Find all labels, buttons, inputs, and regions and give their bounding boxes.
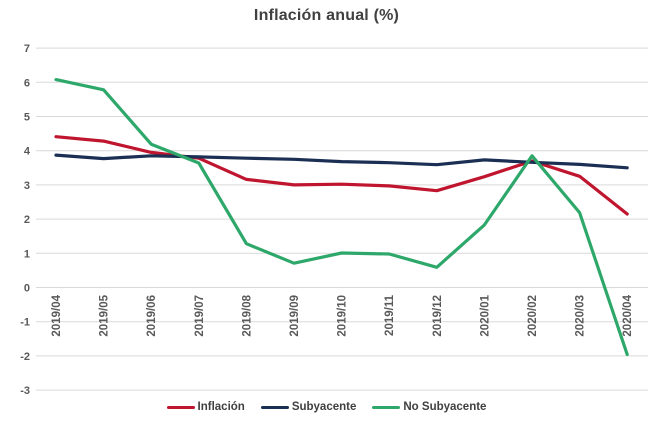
x-tick-label: 2019/05 [99,294,111,336]
x-tick-label: 2020/04 [622,294,634,336]
x-tick-label: 2019/08 [241,294,253,336]
y-tick-label: -1 [20,317,30,329]
x-tick-label: 2019/07 [194,295,206,337]
y-tick-label: 2 [24,214,30,226]
legend-item-subyacente: Subyacente [260,401,357,413]
x-tick-label: 2019/09 [289,295,301,337]
x-tick-label: 2019/06 [146,295,158,337]
x-tick-label: 2019/10 [337,295,349,337]
y-tick-label: -2 [20,351,30,363]
chart-title: Inflación anual (%) [253,7,400,24]
legend-label-inflacion: Inflación [197,401,245,413]
legend-label-subyacente: Subyacente [291,401,357,413]
inflacion-line-swatch-icon [166,405,195,409]
x-tick-label: 2020/02 [527,295,539,337]
y-tick-label: 4 [24,146,31,158]
y-tick-label: 5 [24,112,30,124]
legend-label-no-subyacente: No Subyacente [403,401,487,413]
legend: Inflación Subyacente No Subyacente [0,401,653,413]
no-subyacente-line-swatch-icon [372,405,401,409]
legend-item-inflacion: Inflación [166,401,245,413]
legend-item-no-subyacente: No Subyacente [372,401,486,413]
series-line-no-subyacente [54,77,629,357]
y-tick-label: 6 [24,77,30,89]
y-tick-label: 7 [24,43,30,55]
y-tick-label: 1 [24,248,30,260]
x-tick-label: 2019/12 [432,295,444,337]
subyacente-line-swatch-icon [260,405,289,409]
x-tick-label: 2020/01 [479,294,491,336]
y-tick-label: 0 [24,283,30,295]
x-tick-label: 2019/11 [384,294,396,336]
x-tick-label: 2020/03 [575,295,587,337]
x-tick-label: 2019/04 [51,294,63,336]
series-line-inflación [54,135,629,216]
y-tick-label: 3 [24,180,30,192]
y-tick-label: -3 [20,385,30,397]
series-line-subyacente [54,153,629,170]
